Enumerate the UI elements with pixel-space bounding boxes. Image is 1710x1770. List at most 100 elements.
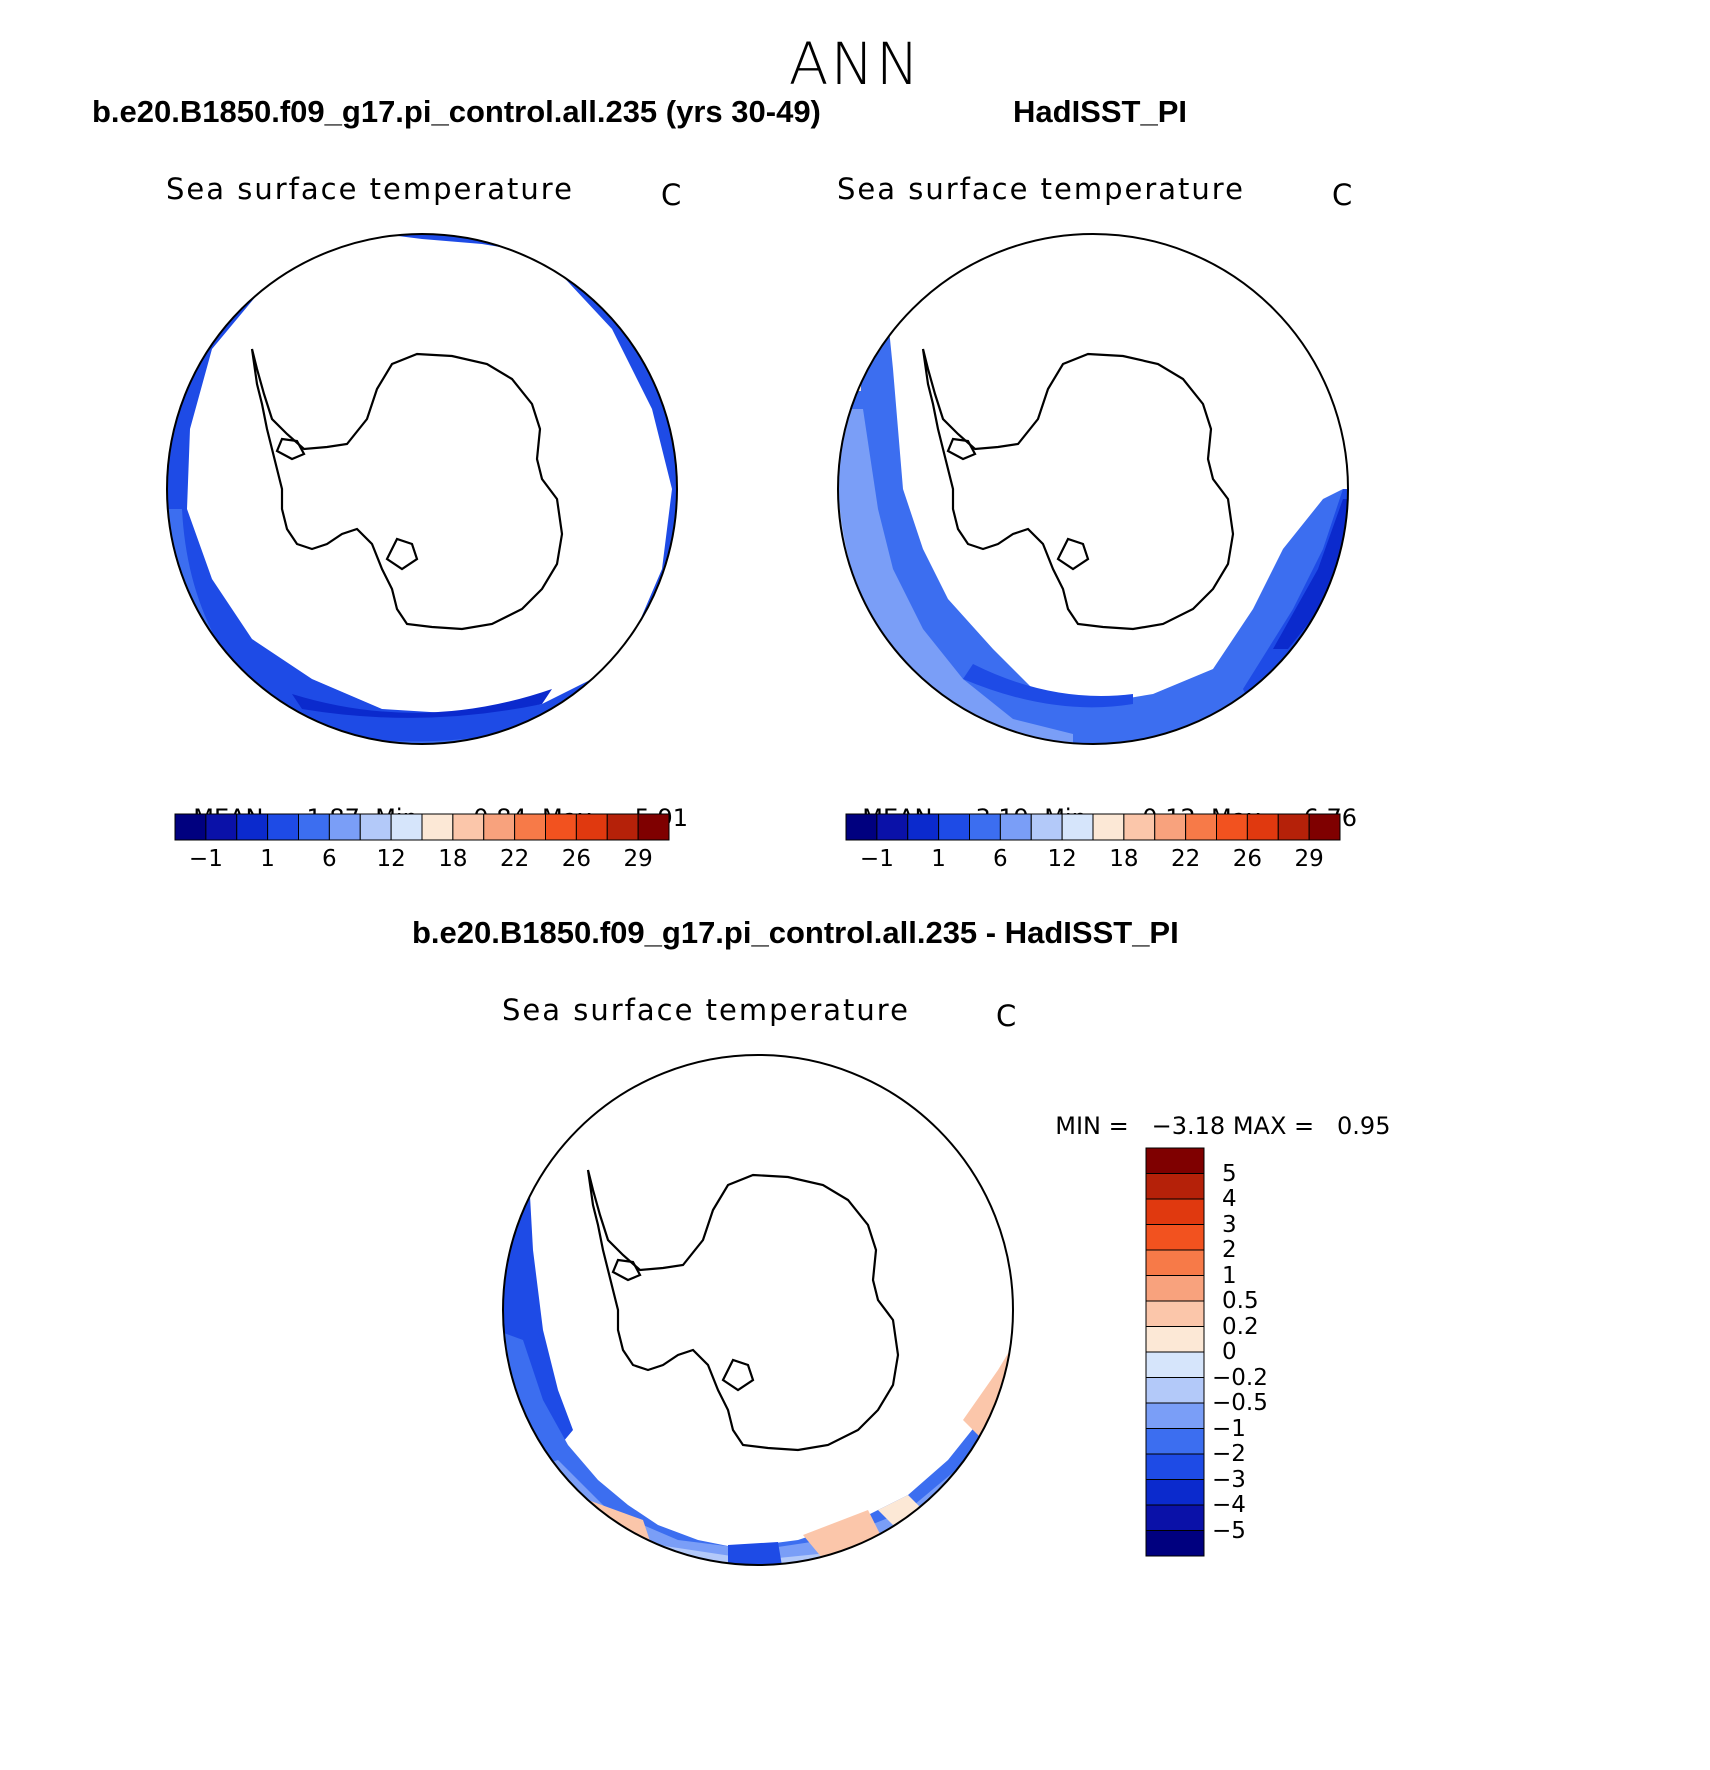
panel2-colorbar-swatch bbox=[1277, 813, 1310, 841]
diff-colorbar bbox=[1145, 1147, 1205, 1557]
panel2-colorbar-tick-label: −1 bbox=[859, 846, 894, 872]
panel1-colorbar-tick-label: 1 bbox=[260, 846, 275, 872]
panel2-colorbar-swatch bbox=[999, 813, 1032, 841]
diff-colorbar-swatch bbox=[1145, 1504, 1205, 1531]
panel1-colorbar-swatch bbox=[174, 813, 207, 841]
panel1-colorbar-tick-label: 6 bbox=[322, 846, 337, 872]
diff-stats: MIN = −3.18 MAX = 0.95 bbox=[1040, 1084, 1390, 1140]
panel1-colorbar-swatch bbox=[298, 813, 330, 841]
panel2-colorbar-tick-label: 29 bbox=[1294, 846, 1324, 872]
panel1-map-border bbox=[166, 233, 678, 745]
panel1-colorbar-tick-label: 29 bbox=[623, 846, 653, 872]
diff-units: C bbox=[996, 999, 1017, 1033]
panel1-colorbar-ticks: −1 1 6 12 18 22 26 29 bbox=[175, 846, 669, 876]
season-title: ANN bbox=[788, 30, 922, 98]
panel1-colorbar-swatch bbox=[575, 813, 608, 841]
diff-colorbar-swatch bbox=[1145, 1326, 1205, 1353]
diff-colorbar-tick-label: −5 bbox=[1212, 1517, 1246, 1544]
panel1-colorbar-swatch bbox=[390, 813, 423, 841]
panel1-colorbar-swatch bbox=[205, 813, 238, 841]
panel1-antarctica-coastline bbox=[250, 348, 564, 631]
diff-colorbar-tick-label: −2 bbox=[1212, 1441, 1246, 1467]
panel1-colorbar-tick-label: −1 bbox=[188, 846, 223, 872]
panel1-colorbar-swatch bbox=[637, 813, 670, 841]
diff-colorbar-swatch bbox=[1145, 1530, 1205, 1557]
diff-min-value: −3.18 bbox=[1151, 1112, 1226, 1140]
diff-colorbar-tick-label: −0.2 bbox=[1212, 1364, 1268, 1391]
panel2-colorbar-swatch bbox=[1246, 813, 1279, 841]
panel1-colorbar-swatch bbox=[267, 813, 299, 841]
diff-colorbar-swatch bbox=[1145, 1300, 1205, 1327]
panel1-colorbar-tick-label: 18 bbox=[438, 846, 468, 872]
panel1-colorbar bbox=[174, 813, 670, 841]
panel2-colorbar-swatch bbox=[1308, 813, 1341, 841]
panel1-colorbar-tick-label: 22 bbox=[499, 846, 530, 872]
diff-colorbar-ticks: 5 4 3 2 1 0.5 0.2 0 −0.2 −0.5 −1 −2 −3 −4 −5 bbox=[1212, 1148, 1332, 1556]
panel2-colorbar-tick-label: 18 bbox=[1109, 846, 1139, 872]
panel2-colorbar-swatch bbox=[938, 813, 970, 841]
diff-colorbar-swatch bbox=[1145, 1428, 1205, 1455]
diff-colorbar-swatch bbox=[1145, 1249, 1205, 1276]
diff-colorbar-swatch bbox=[1145, 1479, 1205, 1506]
diff-map-border bbox=[502, 1054, 1014, 1566]
panel2-variable-title: Sea surface temperature bbox=[837, 172, 1245, 206]
diff-colorbar-swatch bbox=[1145, 1275, 1205, 1302]
panel2-antarctica-coastline bbox=[921, 348, 1235, 631]
panel2-colorbar-swatch bbox=[1216, 813, 1248, 841]
diff-ocean-fill bbox=[503, 1100, 1013, 1565]
panel2-units: C bbox=[1332, 178, 1353, 212]
diff-colorbar-swatch bbox=[1145, 1402, 1205, 1429]
diff-colorbar-tick-label: 0.2 bbox=[1222, 1313, 1259, 1340]
diff-variable-title: Sea surface temperature bbox=[502, 993, 910, 1027]
panel2-colorbar-swatch bbox=[1061, 813, 1094, 841]
panel2-colorbar-tick-label: 12 bbox=[1047, 846, 1077, 872]
panel2-colorbar-swatch bbox=[876, 813, 909, 841]
panel1-polar-map bbox=[166, 233, 678, 745]
panel1-colorbar-swatch bbox=[452, 813, 485, 841]
panel1-ocean-fill bbox=[167, 234, 677, 744]
panel2-colorbar-swatch bbox=[1154, 813, 1187, 841]
panel2-case-title: HadISST_PI bbox=[1013, 94, 1187, 129]
panel2-ocean-fill bbox=[838, 234, 1348, 744]
diff-colorbar-tick-label: −1 bbox=[1212, 1415, 1246, 1442]
diff-colorbar-swatch bbox=[1145, 1351, 1205, 1378]
panel2-colorbar-tick-label: 22 bbox=[1170, 846, 1201, 872]
diff-max-value: 0.95 bbox=[1337, 1112, 1391, 1140]
diff-colorbar-tick-label: 5 bbox=[1222, 1160, 1237, 1187]
panel1-variable-title: Sea surface temperature bbox=[166, 172, 574, 206]
panel2-colorbar-swatch bbox=[1092, 813, 1125, 841]
panel1-units: C bbox=[661, 178, 682, 212]
panel2-colorbar-tick-label: 1 bbox=[931, 846, 946, 872]
panel1-colorbar-swatch bbox=[236, 813, 269, 841]
panel2-colorbar-ticks: −1 1 6 12 18 22 26 29 bbox=[846, 846, 1340, 876]
diff-colorbar-tick-label: 2 bbox=[1222, 1237, 1237, 1263]
diff-colorbar-tick-label: −0.5 bbox=[1212, 1390, 1268, 1416]
diff-colorbar-swatch bbox=[1145, 1173, 1205, 1200]
panel1-colorbar-tick-label: 12 bbox=[376, 846, 406, 872]
diff-colorbar-tick-label: −3 bbox=[1212, 1466, 1246, 1493]
diff-colorbar-swatch bbox=[1145, 1453, 1205, 1480]
panel2-colorbar-swatch bbox=[1030, 813, 1063, 841]
panel2-colorbar-swatch bbox=[907, 813, 940, 841]
panel2-colorbar-tick-label: 26 bbox=[1232, 846, 1263, 872]
diff-colorbar-tick-label: 4 bbox=[1222, 1186, 1237, 1212]
panel2-colorbar-swatch bbox=[969, 813, 1001, 841]
diff-max-label: MAX = bbox=[1232, 1112, 1315, 1140]
diff-colorbar-tick-label: 0.5 bbox=[1222, 1288, 1259, 1314]
panel1-colorbar-swatch bbox=[359, 813, 392, 841]
diff-colorbar-swatch bbox=[1145, 1198, 1205, 1225]
panel1-colorbar-swatch bbox=[606, 813, 639, 841]
panel2-colorbar-swatch bbox=[1185, 813, 1217, 841]
panel2-colorbar bbox=[845, 813, 1341, 841]
panel1-colorbar-tick-label: 26 bbox=[561, 846, 592, 872]
panel1-colorbar-swatch bbox=[421, 813, 454, 841]
panel1-case-title: b.e20.B1850.f09_g17.pi_control.all.235 (… bbox=[92, 94, 821, 129]
diff-colorbar-swatch bbox=[1145, 1224, 1205, 1251]
diff-case-title: b.e20.B1850.f09_g17.pi_control.all.235 -… bbox=[412, 915, 1179, 950]
panel1-colorbar-swatch bbox=[328, 813, 361, 841]
diff-colorbar-tick-label: 1 bbox=[1222, 1262, 1237, 1289]
panel1-colorbar-swatch bbox=[545, 813, 577, 841]
panel1-colorbar-swatch bbox=[483, 813, 516, 841]
diff-antarctica-coastline bbox=[586, 1169, 900, 1452]
panel2-polar-map bbox=[837, 233, 1349, 745]
